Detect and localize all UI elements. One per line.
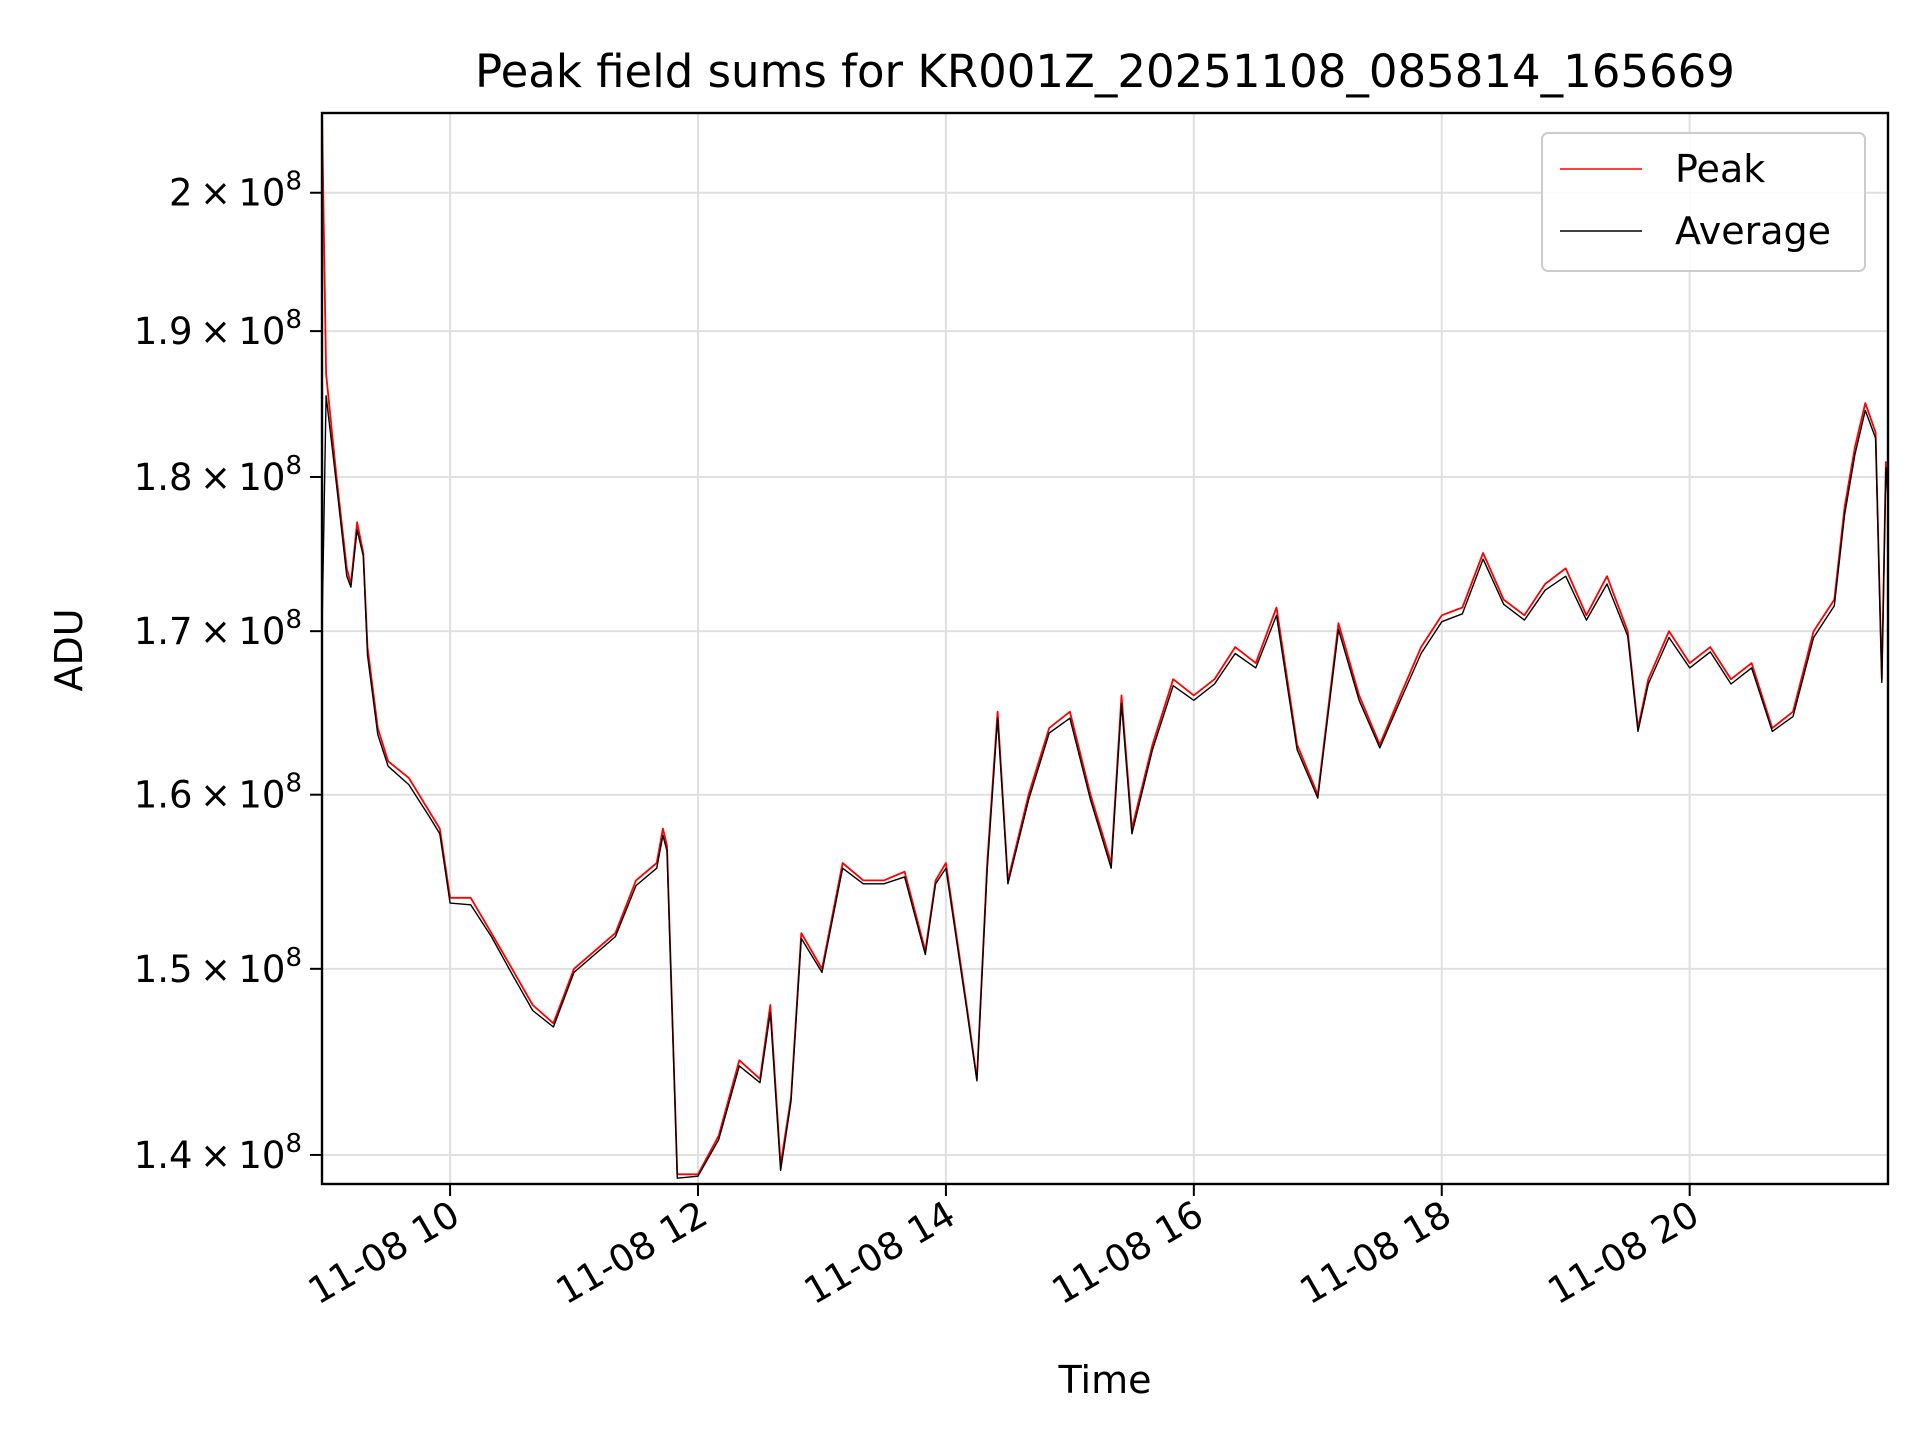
y-tick-label: 1.8 × 108	[134, 451, 302, 499]
x-tick-label: 11-08 14	[797, 1193, 963, 1313]
chart-title: Peak field sums for KR001Z_20251108_0858…	[475, 45, 1735, 98]
y-tick-label: 1.7 × 108	[134, 605, 302, 653]
legend: Peak Average	[1541, 132, 1866, 272]
y-axis: 1.4 × 108 1.5 × 108 1.6 × 108 1.7 × 108 1.8 …	[134, 167, 322, 1177]
x-axis: 11-08 10 11-08 12 11-08 14 11-08 16 11-08 18…	[301, 1184, 1706, 1313]
x-axis-label: Time	[1058, 1358, 1152, 1402]
plot-frame	[320, 111, 1890, 1186]
x-tick-label: 11-08 18	[1293, 1193, 1459, 1313]
y-tick-label: 2 × 108	[169, 167, 302, 215]
y-tick-label: 1.6 × 108	[134, 769, 302, 817]
series-layer	[322, 113, 1888, 1179]
series-line-peak	[322, 113, 1888, 1176]
series-line-average	[322, 395, 1888, 1179]
y-tick-label: 1.4 × 108	[134, 1129, 302, 1177]
y-axis-label: ADU	[47, 608, 91, 691]
legend-label-peak: Peak	[1675, 147, 1765, 191]
x-tick-label: 11-08 10	[301, 1193, 467, 1313]
y-tick-label: 1.9 × 108	[134, 305, 302, 353]
x-tick-label: 11-08 16	[1045, 1193, 1211, 1313]
y-tick-label: 1.5 × 108	[134, 943, 302, 991]
grid	[322, 113, 1888, 1184]
legend-box	[1541, 132, 1866, 272]
legend-label-average: Average	[1675, 209, 1831, 253]
x-tick-label: 11-08 12	[549, 1193, 715, 1313]
x-tick-label: 11-08 20	[1541, 1193, 1707, 1313]
